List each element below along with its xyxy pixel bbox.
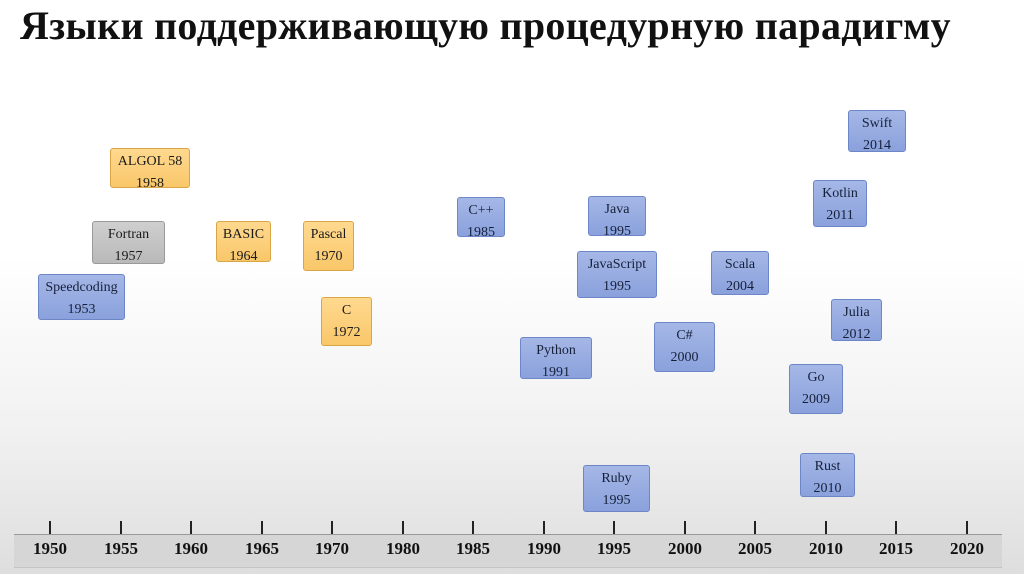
language-name: Swift — [861, 116, 893, 131]
axis-tick-label: 2015 — [879, 539, 913, 558]
language-year: 1953 — [67, 302, 96, 317]
axis-tick — [190, 521, 192, 534]
language-box-julia: Julia 2012 — [831, 299, 882, 342]
language-box-kotlin: Kotlin 2011 — [813, 180, 867, 227]
language-box-csharp: C# 2000 — [654, 322, 715, 372]
language-name: Java — [604, 202, 630, 217]
axis-tick-label: 2000 — [668, 539, 702, 558]
axis-tick-label: 1965 — [245, 539, 279, 558]
language-box-scala: Scala 2004 — [711, 251, 769, 295]
axis-tick-label: 1985 — [456, 539, 490, 558]
language-box-python: Python 1991 — [520, 337, 592, 380]
language-year: 1972 — [332, 325, 361, 340]
axis-tick-label: 1955 — [104, 539, 138, 558]
axis-tick — [49, 521, 51, 534]
language-name: C# — [676, 328, 693, 343]
language-box-algol58: ALGOL 58 1958 — [110, 148, 190, 191]
axis-tick — [402, 521, 404, 534]
language-box-javascript: JavaScript 1995 — [577, 251, 657, 298]
language-year: 2009 — [802, 392, 830, 407]
language-box-ruby: Ruby 1995 — [583, 465, 650, 512]
language-box-rust: Rust 2010 — [800, 453, 855, 497]
language-year: 2014 — [863, 138, 891, 153]
language-year: 2000 — [670, 350, 699, 365]
language-year: 2004 — [726, 279, 754, 294]
axis-tick — [895, 521, 897, 534]
language-name: BASIC — [222, 227, 265, 242]
language-name: C++ — [468, 203, 494, 218]
language-year: 2010 — [813, 481, 842, 496]
language-name: ALGOL 58 — [117, 154, 183, 169]
language-year: 1970 — [314, 249, 343, 264]
axis-tick — [684, 521, 686, 534]
axis-tick — [543, 521, 545, 534]
language-box-swift: Swift 2014 — [848, 110, 906, 153]
language-year: 1991 — [542, 365, 570, 380]
language-name: Scala — [724, 257, 756, 272]
language-box-pascal: Pascal 1970 — [303, 221, 354, 271]
language-box-cpp: C++ 1985 — [457, 197, 505, 240]
language-year: 2012 — [842, 327, 871, 342]
language-name: Pascal — [310, 227, 347, 242]
page-title: Языки поддерживающую процедурную парадиг… — [20, 3, 951, 48]
language-year: 2011 — [826, 208, 854, 223]
language-name: Kotlin — [822, 186, 858, 201]
language-name: Ruby — [601, 471, 632, 486]
timeline-axis-line — [14, 534, 1002, 535]
language-year: 1958 — [136, 176, 164, 191]
language-year: 1957 — [114, 249, 143, 264]
language-year: 1995 — [602, 493, 631, 508]
axis-tick — [966, 521, 968, 534]
axis-tick — [261, 521, 263, 534]
language-box-fortran: Fortran 1957 — [92, 221, 165, 264]
axis-tick — [120, 521, 122, 534]
language-name: Speedcoding — [45, 280, 118, 295]
language-box-basic: BASIC 1964 — [216, 221, 271, 264]
axis-tick — [825, 521, 827, 534]
language-box-speedcoding: Speedcoding 1953 — [38, 274, 125, 320]
axis-tick-label: 2020 — [950, 539, 984, 558]
axis-tick — [331, 521, 333, 534]
axis-tick-label: 2010 — [809, 539, 843, 558]
axis-tick-label: 1970 — [315, 539, 349, 558]
axis-tick-label: 2005 — [738, 539, 772, 558]
axis-tick-label: 1995 — [597, 539, 631, 558]
language-name: JavaScript — [587, 257, 647, 272]
language-box-c: C 1972 — [321, 297, 372, 346]
axis-tick — [754, 521, 756, 534]
axis-tick-label: 1960 — [174, 539, 208, 558]
language-name: Go — [807, 370, 825, 385]
axis-tick-label: 1980 — [386, 539, 420, 558]
language-year: 1995 — [603, 279, 631, 294]
language-name: Python — [536, 343, 576, 358]
language-box-java: Java 1995 — [588, 196, 646, 239]
language-year: 1995 — [603, 224, 631, 239]
language-name: Julia — [843, 305, 870, 320]
axis-tick — [472, 521, 474, 534]
axis-tick-label: 1950 — [33, 539, 67, 558]
language-year: 1964 — [229, 249, 258, 264]
axis-tick-label: 1990 — [527, 539, 561, 558]
language-year: 1985 — [467, 225, 495, 240]
language-name: Rust — [814, 459, 841, 474]
language-name: C — [341, 303, 352, 318]
axis-tick — [613, 521, 615, 534]
language-box-go: Go 2009 — [789, 364, 843, 414]
language-name: Fortran — [107, 227, 150, 242]
